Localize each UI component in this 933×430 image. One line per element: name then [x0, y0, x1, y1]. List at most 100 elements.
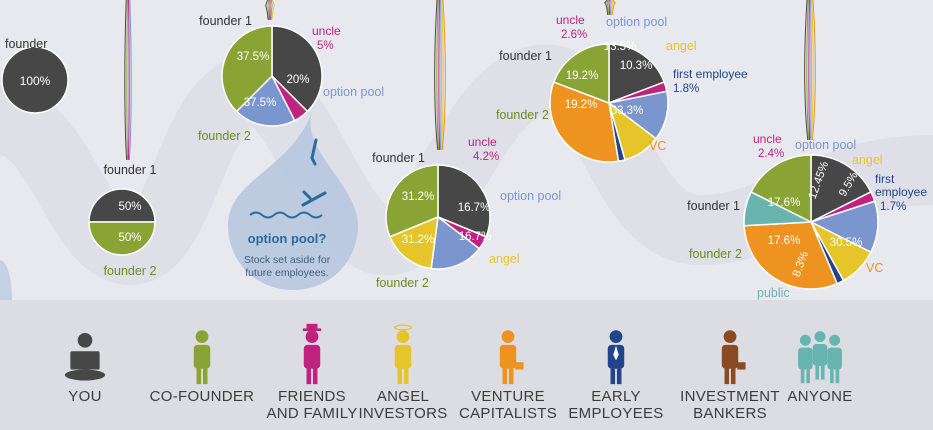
value-label: 50% — [118, 201, 141, 213]
role-you: YOU — [25, 300, 145, 430]
slice-label: public — [757, 286, 790, 300]
slice-label: uncle — [556, 13, 585, 27]
thread-line — [808, 0, 811, 141]
value-label: 1.8% — [673, 83, 699, 95]
thread-line — [434, 0, 439, 151]
pie-slice-founder-2 — [221, 25, 273, 113]
callout-drop-shape — [228, 112, 358, 290]
thread-line — [127, 0, 130, 161]
pie-slice-founder — [1, 46, 69, 114]
role-label: YOU — [68, 388, 102, 405]
pie-slice-angel — [388, 215, 439, 270]
role-co-founder: CO-FOUNDER — [142, 300, 262, 430]
callout-text: Stock set aside for — [244, 254, 331, 266]
role-angel-investors: ANGEL INVESTORS — [343, 300, 463, 430]
slice-label: option pool — [323, 85, 384, 99]
thread-line — [810, 0, 814, 141]
slice-label: founder 1 — [199, 14, 252, 28]
pie-slice-founder-2 — [750, 154, 812, 224]
slice-label: founder 2 — [689, 247, 742, 261]
slice-label: founder 2 — [198, 129, 251, 143]
thread-line — [128, 0, 132, 161]
thread-line — [609, 0, 612, 16]
slice-label: uncle — [753, 132, 782, 146]
person-briefcase-icon — [499, 330, 524, 385]
thread-line — [439, 0, 442, 151]
value-label: 10.3% — [620, 60, 653, 72]
slice-label: founder 1 — [104, 163, 157, 177]
crowd-icon — [798, 331, 842, 384]
person-briefcase-icon — [721, 330, 746, 385]
thread-line — [438, 0, 441, 151]
callout-text: future employees. — [245, 267, 328, 279]
thread-line — [271, 0, 275, 21]
pie-slice-vc — [743, 221, 839, 290]
thread-line — [436, 0, 440, 151]
value-label: 4.2% — [473, 151, 499, 163]
slice-label: first employee — [673, 67, 748, 81]
value-label: 19.2% — [566, 70, 599, 82]
value-label: 37.5% — [244, 97, 277, 109]
role-label: ANYONE — [787, 388, 853, 405]
value-label: 20% — [286, 74, 309, 86]
pie-you: 100% founder — [1, 37, 69, 114]
role-legend: YOU CO-FOUNDER FRIENDS AND FAMILY ANGEL … — [0, 300, 933, 430]
value-label: 17.6% — [768, 197, 801, 209]
diver-icon — [310, 138, 318, 166]
thread-line — [811, 0, 816, 141]
pie-slice-founder-1 — [271, 25, 323, 113]
thread-line — [440, 0, 444, 151]
thread-line — [604, 0, 609, 16]
slice-label: founder 2 — [104, 264, 157, 278]
thread-line — [606, 0, 610, 16]
pie-slice-founder-2 — [385, 164, 439, 238]
role-label: INVESTMENT BANKERS — [680, 388, 780, 422]
thread-line — [610, 0, 614, 16]
thread-line — [611, 0, 616, 16]
thread-line — [804, 0, 809, 141]
person-tie-icon — [607, 330, 625, 385]
value-label: 50% — [118, 232, 141, 244]
slice-label: option pool — [500, 189, 561, 203]
slice-label: founder 1 — [372, 151, 425, 165]
pie-slice-founder-1 — [88, 188, 156, 223]
slice-label: founder 2 — [376, 276, 429, 290]
thread-line — [124, 0, 128, 161]
slice-label: employee — [875, 185, 927, 199]
value-label: 2.6% — [561, 29, 587, 41]
pie-slice-founder-1 — [810, 154, 872, 224]
thread-line — [270, 0, 273, 21]
thread-line — [126, 0, 129, 161]
person-icon — [193, 330, 211, 385]
pie-angel-investors: 31.2% founder 1 uncle 4.2% 16.7% option pool 1… — [372, 135, 561, 290]
slice-label: first — [875, 172, 895, 186]
slice-label: founder 2 — [496, 108, 549, 122]
role-early-employees: EARLY EMPLOYEES — [556, 300, 676, 430]
slice-label: founder 1 — [687, 199, 740, 213]
slice-label: founder — [5, 37, 47, 51]
thread-line — [806, 0, 810, 141]
pie-slice-founder-2 — [88, 221, 156, 256]
pie-slice-option-pool — [430, 215, 481, 270]
thread-line — [265, 0, 269, 21]
pie-slice-founder-2 — [552, 43, 610, 105]
wave-icon — [249, 211, 323, 219]
value-label: 2.4% — [758, 148, 784, 160]
callout-title: option pool? — [248, 231, 327, 246]
value-label: 13.5% — [604, 41, 637, 53]
value-label: 16.7% — [458, 202, 491, 214]
pie-venture-capitalists: 19.2% founder 1 uncle 2.6% 13.5% option pool 1… — [496, 13, 748, 163]
value-label: 31.2% — [402, 234, 435, 246]
slice-label: option pool — [606, 15, 667, 29]
pie-slice-founder-1 — [608, 43, 666, 105]
slice-label: founder 1 — [499, 49, 552, 63]
slice-label: VC — [649, 139, 666, 153]
thread-line — [608, 0, 611, 16]
thread-line — [267, 0, 270, 21]
pie-friends-and-family: 37.5% founder 1 uncle 5% 20% option pool 37.5%… — [198, 14, 384, 143]
role-investment-bankers: INVESTMENT BANKERS — [670, 300, 790, 430]
swimmer-icon — [301, 190, 327, 207]
pie-slice-vc — [549, 81, 620, 163]
